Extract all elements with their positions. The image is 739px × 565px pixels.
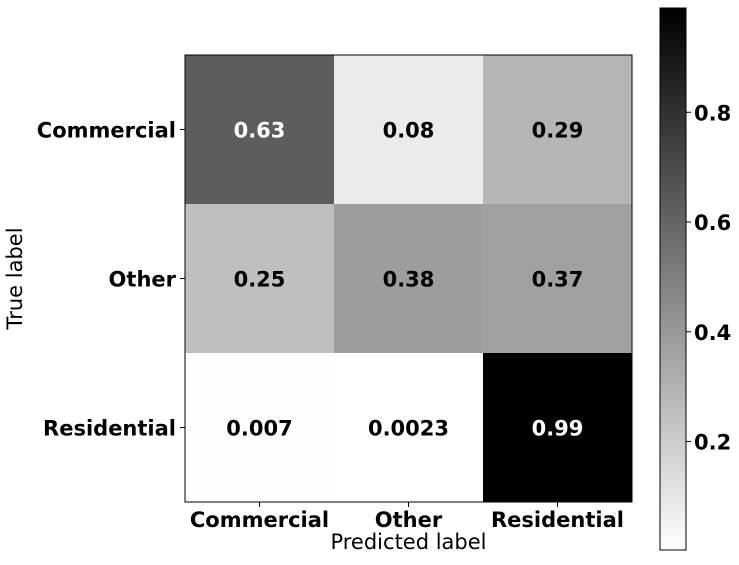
colorbar — [659, 7, 687, 551]
heatmap-cell-label: 0.63 — [234, 119, 286, 143]
y-tick-label: Residential — [43, 417, 176, 441]
x-axis-ticks: Commercial Other Residential — [190, 502, 624, 532]
x-axis-title: Predicted label — [330, 530, 486, 554]
heatmap-cell — [185, 204, 334, 353]
heatmap-cells — [185, 55, 632, 502]
y-axis-title: True label — [3, 227, 27, 330]
x-tick-label: Commercial — [190, 508, 329, 532]
heatmap-cell-label: 0.29 — [532, 119, 584, 143]
heatmap-cell — [483, 204, 632, 353]
x-tick-label: Other — [375, 508, 443, 532]
heatmap-cell — [334, 353, 483, 502]
heatmap-cell-label: 0.38 — [383, 268, 435, 292]
heatmap-cell-label: 0.25 — [234, 268, 286, 292]
heatmap-cell-labels: 0.63 0.08 0.29 0.25 0.38 0.37 0.007 0.0023 0.99 — [226, 119, 583, 441]
heatmap-cell-label: 0.0023 — [368, 417, 449, 441]
colorbar-tick-label: 0.4 — [694, 321, 731, 345]
x-tick-label: Residential — [491, 508, 624, 532]
y-axis-ticks: Commercial Other Residential — [37, 119, 185, 441]
colorbar-tick-label: 0.8 — [694, 101, 731, 125]
heatmap-cell-label: 0.37 — [532, 268, 584, 292]
heatmap-cell — [185, 353, 334, 502]
heatmap-cell-label: 0.007 — [226, 417, 292, 441]
heatmap-cell — [334, 204, 483, 353]
colorbar-tick-label: 0.2 — [694, 431, 731, 455]
heatmap-cell-label: 0.99 — [532, 417, 584, 441]
heatmap-cell — [483, 353, 632, 502]
heatmap-cell-label: 0.08 — [383, 119, 435, 143]
colorbar-ticks: 0.2 0.4 0.6 0.8 — [686, 101, 731, 455]
heatmap-cell — [334, 55, 483, 204]
heatmap-cell — [185, 55, 334, 204]
colorbar-tick-label: 0.6 — [694, 211, 731, 235]
y-tick-label: Other — [109, 268, 177, 292]
heatmap-cell — [483, 55, 632, 204]
y-tick-label: Commercial — [37, 119, 176, 143]
